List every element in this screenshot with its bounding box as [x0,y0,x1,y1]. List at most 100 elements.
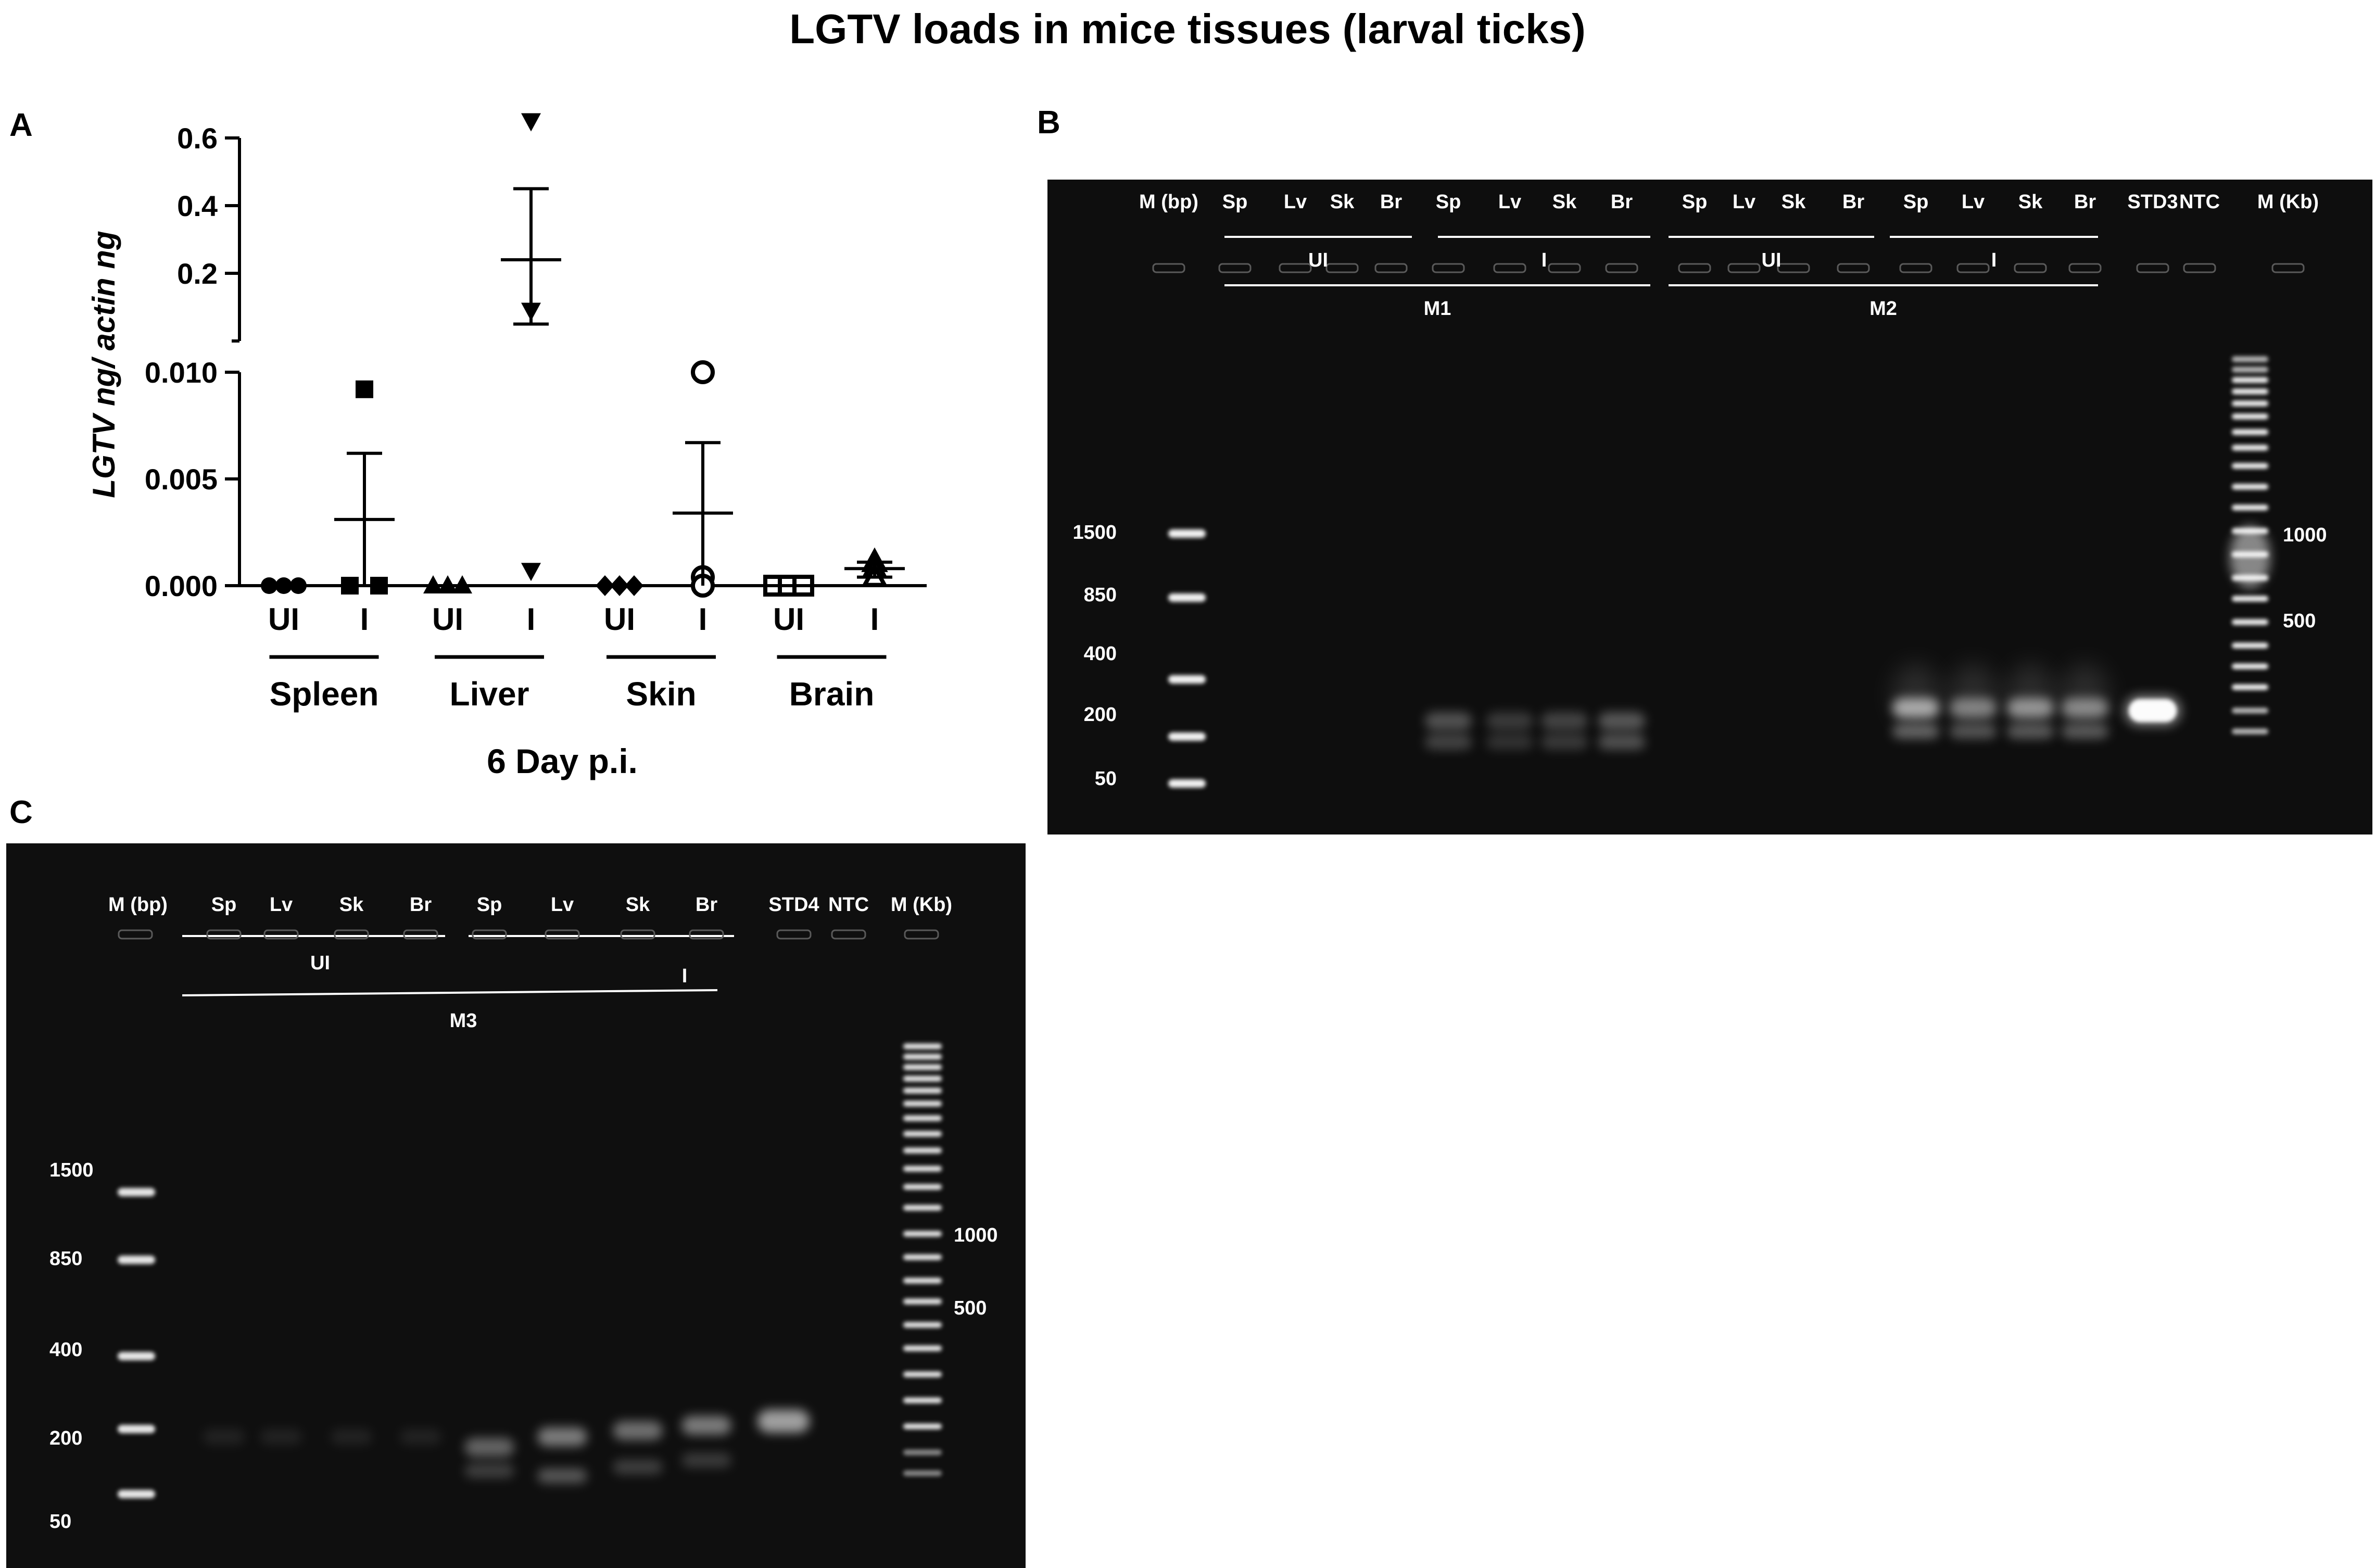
ladder-band [903,1131,942,1137]
gel-well [1548,263,1581,273]
lane-label: Lv [270,894,293,916]
ladder-band [903,1397,942,1403]
ladder-band [903,1101,942,1107]
gel-well [1678,263,1711,273]
ladder-band [903,1054,942,1060]
gel-well [263,929,299,940]
data-point [691,360,715,384]
ladder-band [1168,529,1206,538]
gel-smear [1950,664,1997,726]
ladder-band [1168,675,1206,684]
ladder-band [1168,779,1206,788]
figure-title: LGTV loads in mice tissues (larval ticks… [789,6,1586,52]
lane-label: STD4 [768,894,819,916]
lane-label: Br [1380,191,1402,213]
lane-label: Br [1842,191,1864,213]
gel-smear [2007,664,2054,726]
lane-label: M (Kb) [2257,191,2319,213]
ladder-band [903,1147,942,1154]
gel-well [1777,263,1810,273]
y-tick-label: 0.4 [177,189,218,222]
x-tick-label: I [527,602,536,637]
ladder-size-label: 400 [1084,643,1117,665]
ladder-band [903,1088,942,1094]
ladder-band [903,1076,942,1082]
lane-label: Sk [1552,191,1577,213]
x-tick-label: I [699,602,708,637]
group-label: UI [1762,249,1782,271]
ladder-band [2232,377,2268,383]
gel-well [1432,263,1465,273]
lane-label: Br [696,894,717,916]
gel-smear [260,1429,302,1445]
lane-label: STD3 [2127,191,2178,213]
gel-band [613,1460,663,1474]
y-tick-label: 0.005 [145,463,218,496]
gel-band [681,1416,731,1435]
lane-label: Br [410,894,432,916]
gel-well [1279,263,1312,273]
y-tick-label: 0.010 [145,356,218,389]
lane-label: Sp [1682,191,1708,213]
ladder-band [903,1470,942,1476]
y-axis-label: LGTV ng/ actin ng [86,231,121,498]
ladder-size-label: 500 [2283,610,2316,632]
lane-label: Sk [1782,191,1806,213]
gel-well [403,929,438,940]
x-tick-label: UI [773,602,804,637]
y-tick-label: 0.2 [177,257,218,290]
lane-label: Lv [551,894,574,916]
lane-label: M (Kb) [891,894,952,916]
gel-band [2007,724,2054,739]
tissue-label: Skin [626,675,696,713]
ladder-band [903,1278,942,1284]
group-label: I [682,965,688,987]
lane-label: Sp [211,894,237,916]
x-tick-label: UI [604,602,635,637]
gel-band [2062,724,2108,739]
gel-well [1152,263,1185,273]
ladder-band [903,1345,942,1351]
ladder-band [903,1205,942,1211]
ladder-size-label: 50 [49,1511,71,1533]
gel-band [537,1427,587,1446]
gel-band [1541,712,1588,730]
ladder-band [2232,619,2268,625]
data-point [521,563,541,581]
ladder-band [2232,684,2268,690]
ladder-band [903,1064,942,1070]
gel-smear [203,1429,245,1445]
lane-label: Br [2074,191,2096,213]
y-tick-label: 0.6 [177,122,218,155]
gel-band [537,1469,587,1483]
standard-band [757,1410,810,1433]
lane-label: Sp [1222,191,1248,213]
ladder-band [118,1490,155,1498]
gel-well [2183,263,2216,273]
gel-well [689,929,724,940]
gel-well [2271,263,2305,273]
ladder-band [2232,400,2268,407]
lane-label: NTC [828,894,869,916]
lane-label: Lv [1498,191,1521,213]
lane-label: M (bp) [108,894,168,916]
gel-band [681,1453,731,1468]
lane-label: Sk [339,894,364,916]
x-tick-label: I [870,602,879,637]
lane-label: NTC [2179,191,2220,213]
ladder-band [2232,463,2268,469]
ladder-band [903,1115,942,1121]
mouse-label: M2 [1869,298,1897,320]
gel-band [1425,734,1472,750]
ladder-size-label: 850 [49,1248,82,1270]
ladder-size-label: 1500 [1072,522,1117,543]
ladder-band [1168,732,1206,741]
gel-band [1950,724,1997,739]
gel-band [1598,734,1645,750]
ladder-band [903,1322,942,1328]
gel-well [1493,263,1526,273]
gel-well [1837,263,1870,273]
gel-b: M (bp) Sp Lv Sk Br Sp Lv Sk Br Sp Lv Sk Br Sp Lv Sk Br ST… [1047,180,2372,834]
ladder-size-label: 850 [1084,584,1117,606]
